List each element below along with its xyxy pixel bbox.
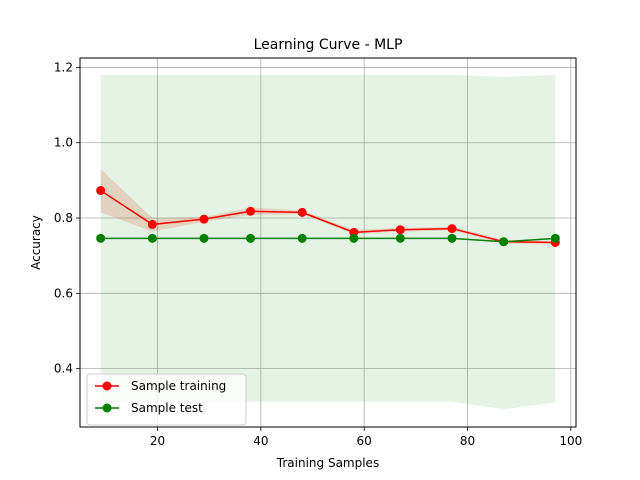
y-tick-label: 0.6: [54, 286, 73, 300]
chart-title: Learning Curve - MLP: [254, 37, 403, 53]
legend-label-test: Sample test: [131, 401, 203, 415]
y-tick-label: 1.2: [54, 60, 73, 74]
data-point-test: [297, 233, 307, 243]
x-axis-title: Training Samples: [276, 456, 379, 470]
confidence-band-test: [100, 74, 556, 410]
data-point-test: [349, 233, 359, 243]
grid: [80, 58, 576, 427]
data-point-test: [395, 233, 405, 243]
y-axis-title: Accuracy: [29, 215, 43, 270]
data-point-test: [246, 233, 255, 243]
x-axis-ticks: 20 40 60 80 100: [150, 427, 582, 448]
y-tick-label: 0.4: [54, 362, 73, 376]
data-point-training: [96, 186, 106, 196]
x-tick-label: 100: [559, 434, 582, 448]
series-line-training: [100, 189, 556, 244]
x-tick-label: 40: [253, 434, 268, 448]
series-lines: [100, 189, 556, 244]
data-point-test: [96, 233, 106, 243]
x-tick-label: 80: [460, 434, 475, 448]
plot-area-frame: [79, 57, 577, 428]
data-point-test: [447, 233, 457, 243]
data-point-training: [447, 224, 457, 234]
data-point-test: [199, 233, 209, 243]
legend-label-training: Sample training: [131, 379, 226, 393]
x-tick-label: 20: [150, 434, 165, 448]
legend: Sample training Sample test: [86, 373, 247, 426]
confidence-bands: [100, 74, 556, 410]
data-point-training: [246, 206, 255, 216]
data-point-test: [147, 233, 157, 243]
series-line-test: [100, 237, 556, 243]
data-point-training: [147, 219, 157, 229]
data-point-training: [199, 214, 209, 224]
legend-marker-test: [102, 403, 112, 413]
series-markers: [96, 186, 560, 247]
legend-marker-training: [102, 381, 112, 391]
legend-box: [86, 373, 247, 426]
x-tick-label: 60: [357, 434, 372, 448]
y-tick-label: 1.0: [54, 136, 73, 150]
data-point-test: [550, 233, 560, 243]
y-axis-ticks: 0.4 0.6 0.8 1.0 1.2: [54, 60, 80, 376]
data-point-test: [499, 237, 509, 247]
data-point-training: [297, 207, 307, 217]
y-tick-label: 0.8: [54, 211, 73, 225]
data-point-training: [395, 225, 405, 235]
